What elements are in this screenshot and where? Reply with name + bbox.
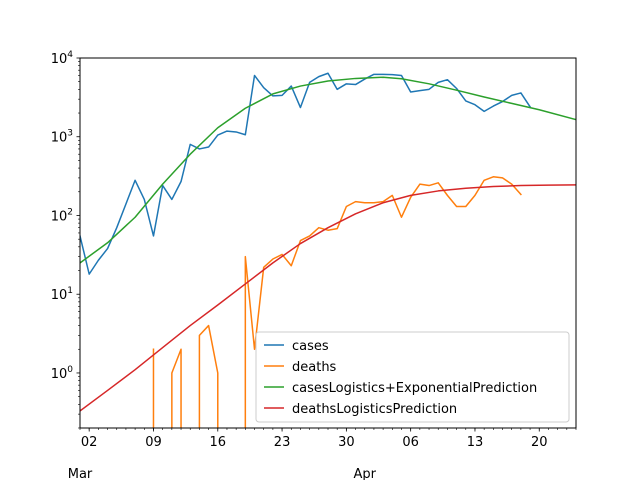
x-tick-label: 13 <box>467 435 484 450</box>
x-tick-label: 02 <box>81 435 98 450</box>
legend: cases deaths casesLogistics+ExponentialPre… <box>255 331 570 423</box>
series-lines <box>80 72 576 428</box>
series-line-deathslogisticsprediction <box>80 184 576 412</box>
legend-box <box>255 331 570 423</box>
x-tick-label: 23 <box>274 435 291 450</box>
x-tick-label: 20 <box>531 435 548 450</box>
y-tick-label: 101 <box>51 286 73 303</box>
y-axis: 100 101 102 103 104 <box>51 50 80 429</box>
x-tick-label: 16 <box>210 435 227 450</box>
series-line-caseslogistics-exponentialprediction <box>80 76 576 264</box>
y-tick-label: 103 <box>51 129 73 146</box>
x-tick-label: 09 <box>145 435 162 450</box>
y-tick-label: 102 <box>51 207 73 224</box>
series-line-deaths <box>152 176 522 428</box>
x-month-label: Mar <box>68 467 93 480</box>
series-line-cases <box>80 72 532 275</box>
x-tick-label: 30 <box>338 435 355 450</box>
x-month-label: Apr <box>353 467 376 480</box>
legend-label: casesLogistics+ExponentialPrediction <box>292 381 537 396</box>
legend-label: deaths <box>292 360 337 375</box>
x-tick-label: 06 <box>402 435 419 450</box>
legend-label: deathsLogisticsPrediction <box>292 402 457 417</box>
legend-label: cases <box>292 339 329 354</box>
x-axis: 02 09 16 23 30 06 13 20 Mar Apr <box>68 428 577 480</box>
y-tick-label: 100 <box>51 365 74 382</box>
y-tick-label: 104 <box>51 50 74 67</box>
